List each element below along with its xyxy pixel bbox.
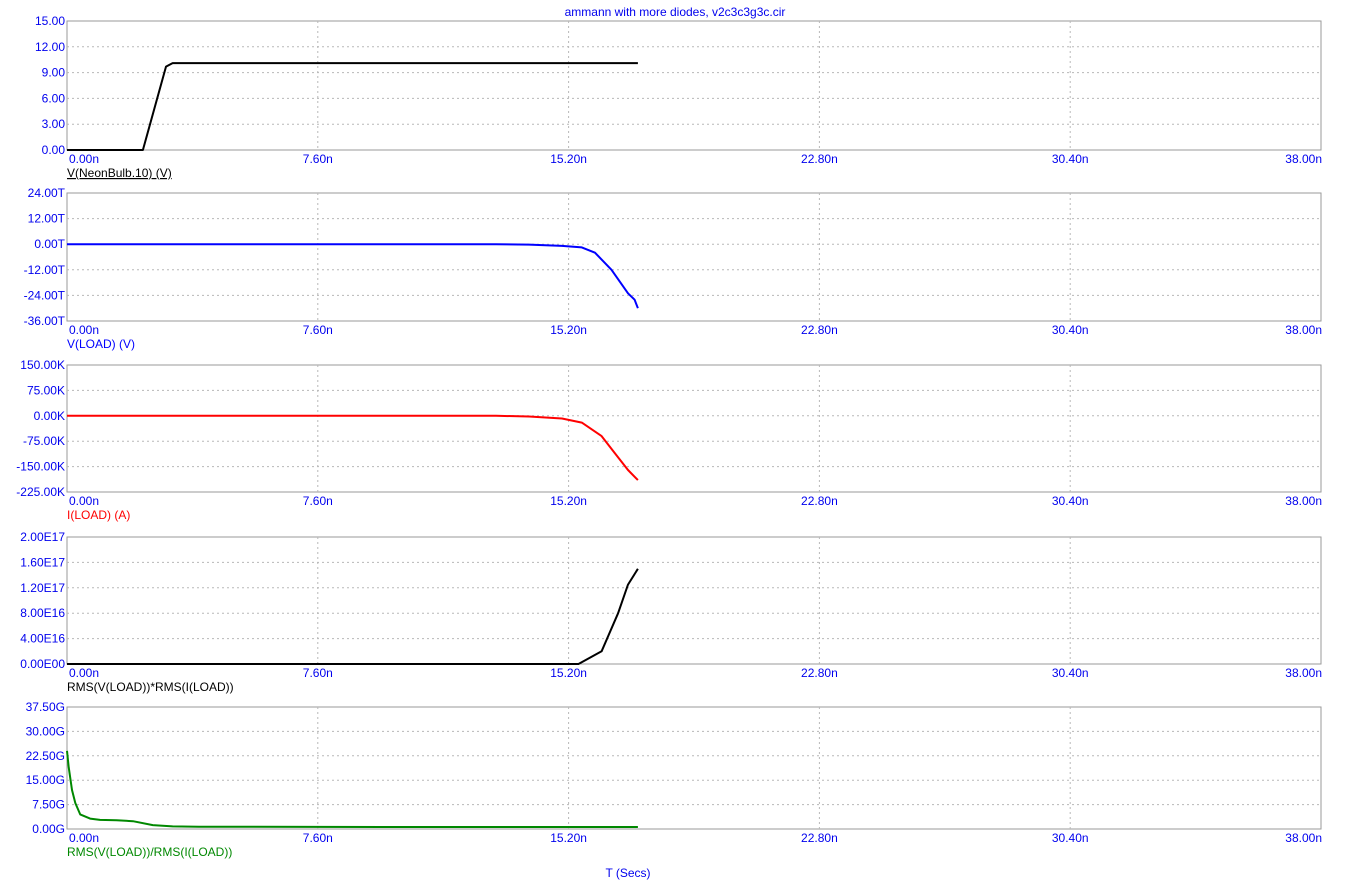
x-tick-label: 38.00n [1285,152,1322,166]
x-tick-label: 15.20n [550,323,587,337]
series-line-3 [67,414,639,481]
y-tick-label: -75.00K [23,434,65,448]
x-tick-label: 30.40n [1052,831,1089,845]
x-tick-label: 15.20n [550,494,587,508]
y-tick-label: 75.00K [27,383,65,397]
y-tick-label: 0.00 [42,143,66,157]
x-tick-label: 38.00n [1285,323,1322,337]
y-tick-label: 3.00 [42,117,66,131]
series-label-2: V(LOAD) (V) [67,337,135,351]
x-tick-label: 15.20n [550,666,587,680]
y-tick-label: -24.00T [24,288,66,302]
series-line-1 [67,62,638,151]
chart-panel-3: -225.00K -150.00K -75.00K 0.00K 75.00K 150.00… [16,358,1322,522]
y-tick-label: 7.50G [32,798,65,812]
x-tick-label: 15.20n [550,831,587,845]
x-tick-label: 30.40n [1052,666,1089,680]
x-tick-label: 30.40n [1052,323,1089,337]
y-tick-label: 0.00G [32,822,65,836]
y-tick-label: 150.00K [20,358,65,372]
y-tick-label: 15.00 [35,14,65,28]
y-tick-label: 8.00E16 [20,606,65,620]
x-tick-label: 0.00n [69,831,99,845]
y-tick-label: 22.50G [26,749,65,763]
series-label-3: I(LOAD) (A) [67,508,130,522]
y-tick-label: 37.50G [26,700,65,714]
y-tick-label: 15.00G [26,773,65,787]
y-tick-label: 1.20E17 [20,581,65,595]
x-tick-label: 15.20n [550,152,587,166]
chart-panel-5: 0.00G 7.50G 15.00G 22.50G 30.00G 37.50G 0.00n 7… [26,700,1322,859]
y-tick-label: -12.00T [24,263,66,277]
y-tick-label: 24.00T [28,186,66,200]
y-tick-label: -225.00K [16,485,65,499]
x-tick-label: 22.80n [801,323,838,337]
series-line-2 [67,243,639,309]
plot-frame [66,20,1322,151]
y-tick-label: 6.00 [42,91,66,105]
x-tick-label: 38.00n [1285,831,1322,845]
series-label-4: RMS(V(LOAD))*RMS(I(LOAD)) [67,680,234,694]
x-axis-label: T (Secs) [605,866,650,880]
chart-panel-2: -36.00T -24.00T -12.00T 0.00T 12.00T 24.00T 0.… [24,186,1322,351]
x-tick-label: 22.80n [801,152,838,166]
series-line-5 [66,750,638,828]
y-tick-label: 0.00E00 [20,657,65,671]
series-label-1: V(NeonBulb.10) (V) [67,166,172,180]
x-tick-label: 22.80n [801,494,838,508]
y-tick-label: 30.00G [26,724,65,738]
x-tick-label: 30.40n [1052,494,1089,508]
chart-panel-1: 0.00 3.00 6.00 9.00 12.00 15.00 0.00n 7.60n 15.2… [35,14,1322,180]
plot-frame [66,192,1322,322]
x-tick-label: 7.60n [303,831,333,845]
chart-panel-4: 0.00E00 4.00E16 8.00E16 1.20E17 1.60E17 2.00E… [20,530,1322,694]
y-tick-label: 0.00T [34,237,65,251]
y-tick-label: -150.00K [16,460,65,474]
series-label-5: RMS(V(LOAD))/RMS(I(LOAD)) [67,845,232,859]
x-tick-label: 30.40n [1052,152,1089,166]
y-tick-label: 1.60E17 [20,555,65,569]
y-tick-label: 4.00E16 [20,632,65,646]
x-tick-label: 7.60n [303,152,333,166]
x-tick-label: 22.80n [801,831,838,845]
y-tick-label: -36.00T [24,314,66,328]
x-tick-label: 22.80n [801,666,838,680]
x-tick-label: 0.00n [69,494,99,508]
plot-frame [66,706,1322,830]
chart-title: ammann with more diodes, v2c3c3g3c.cir [565,5,786,19]
x-tick-label: 38.00n [1285,666,1322,680]
x-tick-label: 7.60n [303,494,333,508]
x-tick-label: 7.60n [303,323,333,337]
x-tick-label: 0.00n [69,323,99,337]
y-tick-label: 12.00T [28,212,66,226]
series-line-4 [67,568,639,665]
x-tick-label: 38.00n [1285,494,1322,508]
x-tick-label: 0.00n [69,666,99,680]
x-tick-label: 0.00n [69,152,99,166]
y-tick-label: 2.00E17 [20,530,65,544]
x-tick-label: 7.60n [303,666,333,680]
plot-frame [66,536,1322,665]
y-tick-label: 12.00 [35,40,65,54]
y-tick-label: 9.00 [42,66,66,80]
y-tick-label: 0.00K [34,409,65,423]
plot-frame [66,364,1322,493]
